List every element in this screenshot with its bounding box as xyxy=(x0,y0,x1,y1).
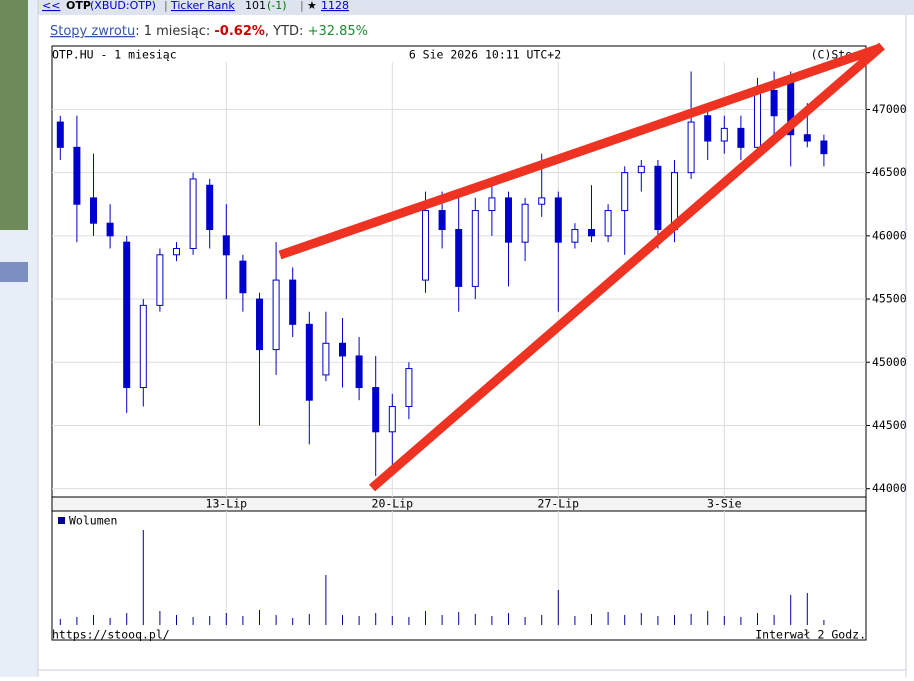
candle-body xyxy=(737,127,745,148)
candle-body xyxy=(189,178,197,249)
candle-body xyxy=(405,368,413,408)
candle-body xyxy=(372,387,380,433)
trend-line-lower xyxy=(369,42,885,492)
candle-body xyxy=(90,197,97,224)
candle-body xyxy=(289,279,297,325)
volume-legend-swatch xyxy=(58,517,65,524)
y-tick-label: 47000 xyxy=(872,102,907,116)
candle-body xyxy=(56,121,64,148)
side-tab xyxy=(0,262,28,282)
x-tick-label: 3-Sie xyxy=(707,497,742,511)
interval: Interwał 2 Godz. xyxy=(755,628,866,642)
source: https://stooq.pl/ xyxy=(52,628,170,642)
trend-line-upper xyxy=(278,43,882,260)
candle-body xyxy=(173,247,180,256)
candle-body xyxy=(256,298,263,351)
candle-body xyxy=(272,279,280,351)
candle-body xyxy=(687,121,695,174)
candle-body xyxy=(720,127,728,142)
x-tick-label: 27-Lip xyxy=(538,497,580,511)
candle-body xyxy=(505,197,512,243)
ytd-value: +32.85% xyxy=(308,24,368,39)
rank-change: (-1) xyxy=(267,0,287,12)
y-tick-label: 45000 xyxy=(872,355,907,369)
chart-frame xyxy=(51,45,867,641)
y-tick-label: 46000 xyxy=(872,228,907,242)
candle-body xyxy=(604,210,612,237)
candle-body xyxy=(455,229,463,287)
candle-body xyxy=(521,203,529,243)
candle-body xyxy=(139,304,147,389)
candle-body xyxy=(754,89,761,148)
x-tick-label: 20-Lip xyxy=(372,497,414,511)
ticker: OTP xyxy=(66,0,91,12)
candle-body xyxy=(305,323,313,401)
candle-body xyxy=(820,140,828,155)
returns-period: : 1 miesiąc: xyxy=(135,24,214,39)
returns-period-value: -0.62% xyxy=(214,24,265,39)
separator: | xyxy=(164,0,168,12)
candle-body xyxy=(704,115,712,142)
rank: 101 xyxy=(245,0,266,12)
candle-body xyxy=(422,210,429,281)
candle-body xyxy=(355,355,363,389)
candle-body xyxy=(339,342,346,357)
candle-body xyxy=(206,184,214,231)
candle-body xyxy=(388,406,396,433)
returns: Stopy zwrotu: 1 miesiąc: -0.62%, YTD: +3… xyxy=(50,24,368,39)
candle-body xyxy=(106,222,114,237)
star: ★ xyxy=(307,0,317,12)
separator: | xyxy=(300,0,304,12)
x-axis-band xyxy=(51,496,867,512)
chart-title: OTP.HU - 1 miesiąc xyxy=(52,48,177,62)
candle-body xyxy=(538,197,546,205)
candle-body xyxy=(322,342,330,376)
returns-link[interactable]: Stopy zwrotu xyxy=(50,24,135,39)
candle-body xyxy=(588,229,595,237)
candle-body xyxy=(488,197,496,212)
candle-body xyxy=(554,197,562,243)
back-link[interactable]: << xyxy=(42,0,60,12)
side-image xyxy=(0,0,28,230)
ytd-label: , YTD: xyxy=(265,24,308,39)
candle-body xyxy=(471,210,479,287)
candle-body xyxy=(621,172,629,212)
candle-body xyxy=(803,134,811,142)
y-tick-label: 44500 xyxy=(872,418,907,432)
candle-body xyxy=(654,165,662,231)
rank-label[interactable]: Ticker Rank xyxy=(170,0,235,12)
top-bar xyxy=(38,0,914,15)
stars[interactable]: 1128 xyxy=(321,0,349,12)
x-tick-label: 13-Lip xyxy=(206,497,248,511)
candle-body xyxy=(73,146,81,205)
chart-subtitle: 6 Sie 2026 10:11 UTC+2 xyxy=(409,48,561,62)
candle-body xyxy=(770,89,778,117)
candle-body xyxy=(123,241,131,389)
y-tick-label: 45500 xyxy=(872,292,907,306)
candle-body xyxy=(222,235,230,256)
y-tick-label: 46500 xyxy=(872,165,907,179)
candle-body xyxy=(438,210,446,231)
market[interactable]: (XBUD:OTP) xyxy=(90,0,156,12)
volume-legend: Wolumen xyxy=(69,514,117,528)
candle-body xyxy=(156,254,164,306)
candle-body xyxy=(239,260,247,294)
y-tick-label: 44000 xyxy=(872,481,907,495)
candle-body xyxy=(571,229,579,243)
candle-body xyxy=(637,165,645,174)
